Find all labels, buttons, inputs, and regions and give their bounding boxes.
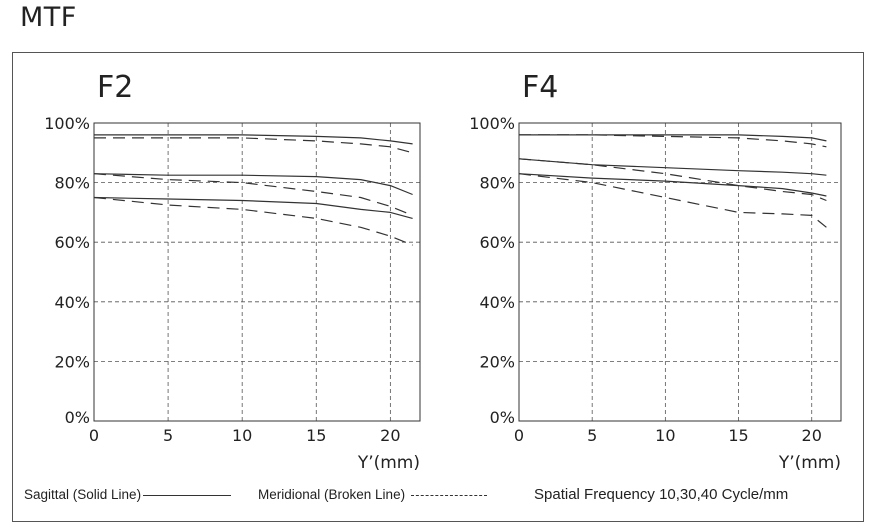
chart-0-ytick-label-5: 100% bbox=[44, 114, 90, 133]
chart-1-series-4-solid bbox=[518, 173, 827, 197]
legend-sagittal: Sagittal (Solid Line) bbox=[24, 487, 234, 502]
chart-0-ytick-label-4: 80% bbox=[54, 174, 90, 193]
chart-1-xlabel: Y’(mm) bbox=[778, 453, 841, 473]
chart-0-ytick-label-3: 60% bbox=[54, 233, 90, 252]
chart-0-series-1-dashed bbox=[94, 137, 413, 154]
chart-0-xtick-label-1: 5 bbox=[163, 426, 173, 445]
chart-1-xtick-label-1: 5 bbox=[587, 426, 597, 445]
legend-meridional: Meridional (Broken Line) bbox=[258, 487, 488, 502]
chart-1-xtick-label-2: 10 bbox=[655, 426, 675, 445]
chart-0-series-0-solid bbox=[94, 134, 413, 145]
chart-0-title: F2 bbox=[97, 70, 133, 105]
legend-frequency: Spatial Frequency 10,30,40 Cycle/mm bbox=[534, 486, 789, 503]
chart-1-ytick-label-2: 40% bbox=[479, 293, 515, 312]
chart-0-ytick-label-2: 40% bbox=[54, 293, 90, 312]
chart-1-series-1-dashed bbox=[519, 134, 827, 148]
chart-1-ytick-label-0: 0% bbox=[490, 408, 515, 427]
legend-solid-line-sample bbox=[143, 494, 232, 496]
chart-1-xtick-label-0: 0 bbox=[514, 426, 524, 445]
chart-1-plot-area bbox=[518, 122, 842, 422]
chart-1-xtick-label-3: 15 bbox=[728, 426, 748, 445]
chart-0-plot-area bbox=[93, 122, 421, 422]
chart-0-xtick-label-3: 15 bbox=[306, 426, 326, 445]
legend-broken-line-sample bbox=[411, 494, 488, 496]
chart-1-series-2-solid bbox=[518, 158, 827, 176]
chart-0-series-5-dashed bbox=[93, 196, 413, 246]
chart-1-ytick-label-4: 80% bbox=[479, 174, 515, 193]
chart-1-series-3-dashed bbox=[518, 158, 827, 202]
legend-meridional-label: Meridional (Broken Line) bbox=[258, 487, 406, 502]
chart-1-series-5-dashed bbox=[518, 173, 827, 228]
legend-sagittal-label: Sagittal (Solid Line) bbox=[24, 487, 142, 502]
chart-0-series-4-solid bbox=[93, 196, 413, 219]
chart-1-ytick-label-5: 100% bbox=[469, 114, 515, 133]
page-title: MTF bbox=[20, 2, 77, 33]
chart-0-xlabel: Y’(mm) bbox=[357, 453, 420, 473]
chart-0-ytick-label-1: 20% bbox=[54, 352, 90, 371]
chart-0-series-2-solid bbox=[93, 173, 413, 196]
chart-1-ytick-label-3: 60% bbox=[479, 233, 515, 252]
chart-1-title: F4 bbox=[522, 70, 558, 105]
chart-1-series-0-solid bbox=[519, 134, 827, 142]
chart-0-xtick-label-4: 20 bbox=[380, 426, 400, 445]
chart-1-xtick-label-4: 20 bbox=[802, 426, 822, 445]
chart-frame bbox=[12, 52, 864, 522]
chart-0-xtick-label-2: 10 bbox=[232, 426, 252, 445]
chart-0-xtick-label-0: 0 bbox=[89, 426, 99, 445]
chart-0-ytick-label-0: 0% bbox=[65, 408, 90, 427]
chart-1-ytick-label-1: 20% bbox=[479, 352, 515, 371]
